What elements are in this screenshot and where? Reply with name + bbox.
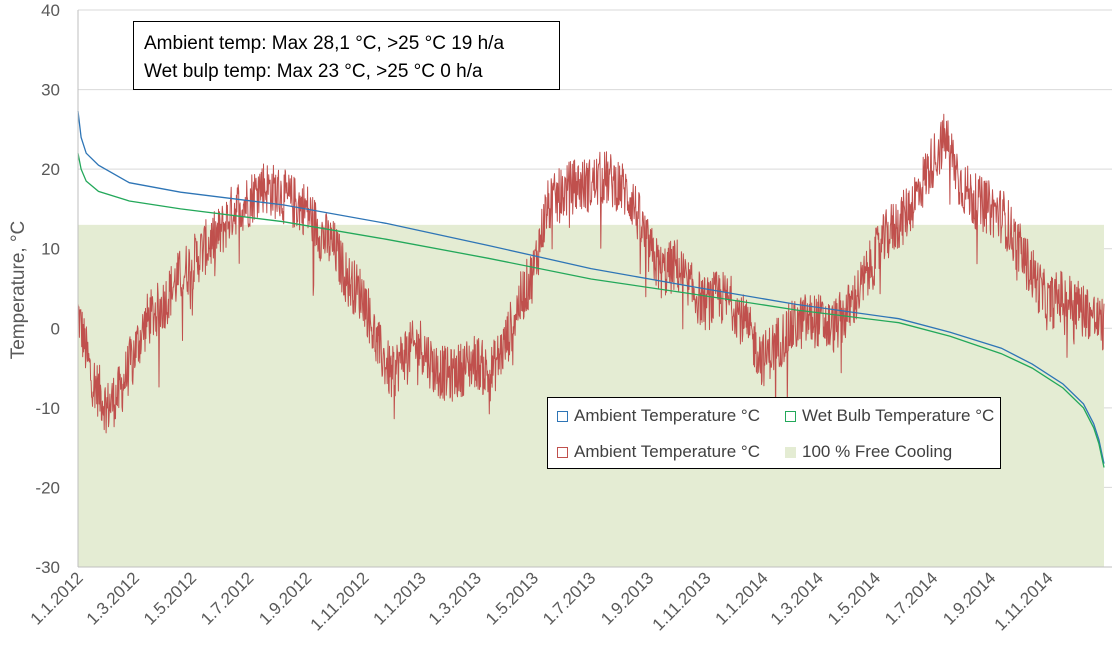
legend-item-wet-bulb: Wet Bulb Temperature °C [785,406,994,426]
x-tick-label: 1.3.2012 [83,568,143,628]
legend-label: 100 % Free Cooling [802,442,953,461]
x-tick-label: 1.9.2012 [255,568,315,628]
y-axis-label: Temperature, °C [8,221,29,360]
y-tick-label: 0 [51,319,60,338]
y-tick-label: 30 [41,81,60,100]
annotation-line-1: Ambient temp: Max 28,1 °C, >25 °C 19 h/a [144,33,505,54]
x-tick-label: 1.11.2013 [649,568,715,634]
legend-label: Wet Bulb Temperature °C [802,406,995,425]
legend-item-free-cooling: 100 % Free Cooling [785,442,952,462]
x-tick-label: 1.3.2014 [767,568,827,628]
y-tick-label: -10 [35,399,60,418]
annotation-box: Ambient temp: Max 28,1 °C, >25 °C 19 h/a… [133,21,560,90]
y-tick-label: 40 [41,1,60,20]
legend: Ambient Temperature °C Wet Bulb Temperat… [547,397,1001,469]
y-tick-label: -20 [35,478,60,497]
y-tick-label: 10 [41,240,60,259]
legend-label: Ambient Temperature °C [574,406,761,425]
x-tick-label: 1.11.2012 [307,568,373,634]
ambient-daily-line [77,113,1105,434]
x-tick-label: 1.1.2014 [712,568,772,628]
x-tick-label: 1.5.2014 [824,568,884,628]
legend-swatch-red [557,446,568,458]
x-tick-label: 1.5.2012 [140,568,200,628]
y-tick-label: -30 [35,558,60,577]
ambient-sorted-line [77,111,1105,464]
x-tick-label: 1.9.2013 [597,568,657,628]
x-tick-label: 1.7.2013 [539,568,599,628]
y-tick-labels: -30 -20 -10 0 10 20 30 40 [35,1,60,577]
x-tick-label: 1.1.2013 [370,568,430,628]
x-tick-label: 1.7.2012 [197,568,257,628]
legend-swatch-green [785,410,796,422]
legend-swatch-blue [557,410,568,422]
legend-item-ambient-sorted: Ambient Temperature °C [557,406,760,426]
legend-label: Ambient Temperature °C [574,442,761,461]
x-tick-label: 1.5.2013 [482,568,542,628]
x-tick-label: 1.7.2014 [881,568,941,628]
x-tick-label: 1.9.2014 [939,568,999,628]
legend-item-ambient-daily: Ambient Temperature °C [557,442,760,462]
annotation-line-2: Wet bulp temp: Max 23 °C, >25 °C 0 h/a [144,61,483,82]
x-tick-label: 1.11.2014 [991,568,1057,634]
y-tick-label: 20 [41,160,60,179]
free-cooling-fill [78,224,1104,568]
free-cooling-area [78,224,1104,568]
series-lines [77,111,1105,468]
wet-bulb-sorted-line [77,153,1105,468]
axes [77,10,1112,568]
legend-swatch-area [785,446,796,458]
x-tick-label: 1.1.2012 [27,568,87,628]
x-tick-label: 1.3.2013 [425,568,485,628]
x-tick-labels: 1.1.20121.3.20121.5.20121.7.20121.9.2012… [27,568,1057,634]
